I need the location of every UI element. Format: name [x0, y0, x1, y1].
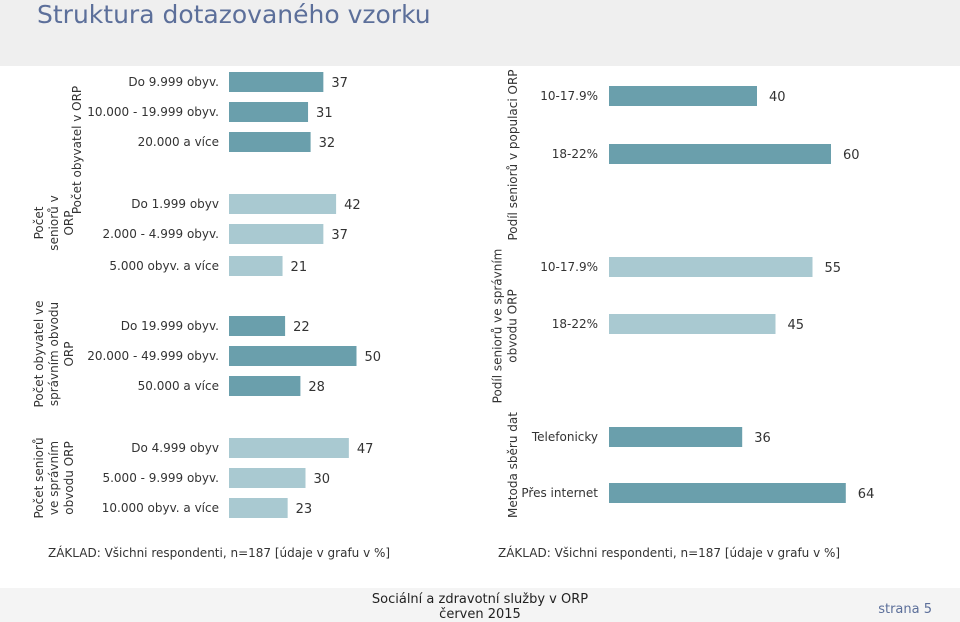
category-label: 2.000 - 4.999 obyv.	[102, 227, 219, 241]
page-number: strana 5	[878, 602, 932, 617]
value-label: 55	[825, 261, 842, 276]
value-label: 21	[291, 260, 308, 275]
group-label: ORP	[62, 210, 76, 235]
value-label: 45	[788, 318, 805, 333]
group-label: správním obvodu	[47, 302, 61, 406]
base-note-right: ZÁKLAD: Všichni respondenti, n=187 [údaj…	[498, 546, 841, 560]
bar	[609, 427, 743, 447]
value-label: 28	[308, 380, 325, 395]
bar	[609, 86, 757, 106]
category-label: Telefonicky	[531, 430, 598, 444]
category-label: 10-17.9%	[540, 260, 598, 274]
group-label: Metoda sběru dat	[506, 412, 520, 518]
value-label: 42	[344, 198, 361, 213]
group-label: Počet	[32, 206, 46, 239]
bar	[609, 144, 831, 164]
bar	[229, 194, 337, 214]
bar	[229, 256, 283, 276]
base-note-left: ZÁKLAD: Všichni respondenti, n=187 [údaj…	[48, 546, 391, 560]
footer-band	[0, 588, 960, 622]
value-label: 47	[357, 442, 374, 457]
bar	[229, 102, 309, 122]
footer-title: Sociální a zdravotní služby v ORP	[371, 592, 589, 607]
value-label: 23	[296, 502, 313, 517]
bar	[229, 438, 349, 458]
category-label: 18-22%	[552, 147, 598, 161]
group-label: Podíl seniorů v populaci ORP	[506, 69, 520, 240]
category-label: Do 4.999 obyv	[131, 441, 219, 455]
bar	[229, 376, 301, 396]
footer-date: červen 2015	[439, 607, 521, 622]
category-label: 5.000 obyv. a více	[109, 259, 219, 273]
group-label: Počet obyvatel v ORP	[70, 86, 84, 214]
value-label: 37	[331, 76, 348, 91]
group-label: ORP	[62, 341, 76, 366]
value-label: 50	[365, 350, 382, 365]
category-label: 20.000 a více	[138, 135, 219, 149]
bar	[609, 314, 776, 334]
group-label: ve správním	[47, 441, 61, 515]
group-label: Počet seniorů	[32, 437, 46, 518]
value-label: 64	[858, 487, 875, 502]
group-label: obvodu ORP	[62, 441, 76, 514]
group-label: obvodu ORP	[506, 289, 520, 362]
category-label: 10.000 - 19.999 obyv.	[87, 105, 219, 119]
value-label: 40	[769, 90, 786, 105]
header-band	[0, 0, 960, 66]
bar	[229, 468, 306, 488]
category-label: Do 1.999 obyv	[131, 197, 219, 211]
category-label: 50.000 a více	[138, 379, 219, 393]
category-label: 18-22%	[552, 317, 598, 331]
bar	[229, 498, 288, 518]
page-title: Struktura dotazovaného vzorku	[37, 0, 431, 29]
category-label: Do 19.999 obyv.	[121, 319, 219, 333]
value-label: 32	[319, 136, 336, 151]
category-label: 10-17.9%	[540, 89, 598, 103]
category-label: Přes internet	[521, 486, 598, 500]
value-label: 36	[754, 431, 771, 446]
bar	[229, 132, 311, 152]
bar	[229, 316, 286, 336]
group-label: Podíl seniorů ve správním	[491, 249, 505, 404]
bar	[229, 224, 324, 244]
value-label: 60	[843, 148, 860, 163]
value-label: 37	[331, 228, 348, 243]
bar	[609, 483, 846, 503]
value-label: 22	[293, 320, 310, 335]
category-label: 20.000 - 49.999 obyv.	[87, 349, 219, 363]
value-label: 30	[314, 472, 331, 487]
group-label: Počet obyvatel ve	[32, 301, 46, 408]
category-label: 5.000 - 9.999 obyv.	[102, 471, 219, 485]
bar	[229, 346, 357, 366]
value-label: 31	[316, 106, 333, 121]
category-label: 10.000 obyv. a více	[102, 501, 219, 515]
bar	[229, 72, 324, 92]
category-label: Do 9.999 obyv.	[128, 75, 219, 89]
group-label: seniorů v	[47, 195, 61, 250]
bar	[609, 257, 813, 277]
